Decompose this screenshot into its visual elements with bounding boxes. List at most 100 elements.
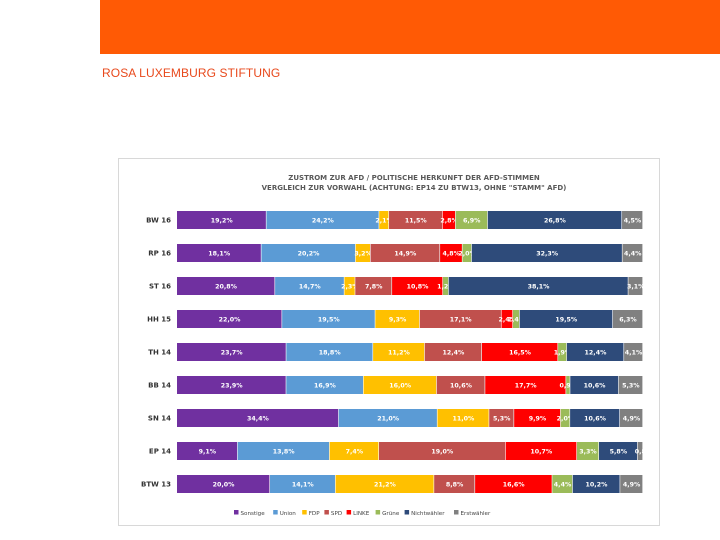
chart-frame: ZUSTROM ZUR AFD / POLITISCHE HERKUNFT DE…: [118, 158, 660, 526]
bar-segment[interactable]: [599, 442, 638, 460]
bar-segment[interactable]: [177, 244, 261, 262]
legend-item[interactable]: SPD: [324, 510, 342, 517]
bar-segment[interactable]: [335, 475, 434, 493]
bar-segment[interactable]: [370, 244, 440, 262]
bar-segment[interactable]: [481, 343, 558, 361]
bar-segment[interactable]: [612, 310, 643, 328]
data-label: 20,8%: [215, 283, 238, 290]
bar-segment[interactable]: [514, 409, 561, 427]
bar-row: HH 15 22,0% 19,5% 9,3% 17,1% 2,4%1,4% 19,5% 6,3…: [147, 310, 643, 328]
data-label: 2,3%: [341, 283, 359, 290]
bar-segment[interactable]: [577, 442, 599, 460]
bar-segment[interactable]: [622, 211, 643, 229]
legend-item[interactable]: Sonstige: [234, 510, 265, 517]
bar-segment[interactable]: [624, 343, 643, 361]
bar-segment[interactable]: [513, 310, 520, 328]
data-label: 1,9%: [554, 349, 572, 356]
bar-segment[interactable]: [329, 442, 379, 460]
bar-segment[interactable]: [282, 310, 375, 328]
data-label: 6,3%: [619, 316, 637, 323]
bar-segment[interactable]: [437, 409, 489, 427]
bar-segment[interactable]: [266, 211, 379, 229]
legend-item[interactable]: LINKE: [346, 510, 370, 517]
bar-segment[interactable]: [389, 211, 443, 229]
row-label: ST 16: [149, 283, 171, 291]
data-label: 9,9%: [529, 415, 547, 422]
bar-segment[interactable]: [373, 343, 425, 361]
data-label: 4,9%: [623, 415, 641, 422]
bar-segment[interactable]: [286, 376, 363, 394]
bar-segment[interactable]: [501, 310, 513, 328]
brand-name[interactable]: ROSA LUXEMBURG STIFTUNG: [102, 66, 281, 80]
bar-segment[interactable]: [462, 244, 472, 262]
bar-segment[interactable]: [440, 244, 462, 262]
bar-segment[interactable]: [237, 442, 330, 460]
bar-segment[interactable]: [566, 376, 570, 394]
bar-segment[interactable]: [419, 310, 501, 328]
bars-group: BW 16 19,2% 24,2% 2,1% 11,5% 2,8% 6,9% 26,8% 4,5…: [141, 211, 646, 493]
bar-segment[interactable]: [487, 211, 622, 229]
data-label: 8,8%: [446, 481, 464, 488]
legend-item[interactable]: FDP: [302, 510, 320, 517]
bar-segment[interactable]: [177, 343, 286, 361]
bar-segment[interactable]: [177, 376, 286, 394]
legend-item[interactable]: Union: [273, 510, 296, 517]
bar-segment[interactable]: [177, 475, 270, 493]
bar-segment[interactable]: [379, 211, 389, 229]
legend-swatch: [273, 510, 278, 515]
bar-segment[interactable]: [355, 277, 392, 295]
bar-segment[interactable]: [344, 277, 355, 295]
bar-segment[interactable]: [270, 475, 335, 493]
bar-segment[interactable]: [455, 211, 488, 229]
data-label: 2,1%: [375, 217, 393, 224]
legend-swatch: [324, 510, 329, 515]
legend-swatch: [346, 510, 352, 515]
data-label: 2,0%: [458, 250, 476, 257]
bar-segment[interactable]: [286, 343, 373, 361]
bar-segment[interactable]: [261, 244, 356, 262]
bar-segment[interactable]: [363, 376, 437, 394]
bar-segment[interactable]: [570, 409, 620, 427]
bar-segment[interactable]: [442, 211, 456, 229]
bar-segment[interactable]: [471, 244, 622, 262]
bar-segment[interactable]: [424, 343, 482, 361]
bar-segment[interactable]: [618, 376, 643, 394]
bar-segment[interactable]: [552, 475, 573, 493]
bar-segment[interactable]: [558, 343, 567, 361]
bar-segment[interactable]: [177, 409, 339, 427]
bar-segment[interactable]: [572, 475, 620, 493]
bar-segment[interactable]: [355, 244, 370, 262]
bar-segment[interactable]: [489, 409, 514, 427]
bar-segment[interactable]: [392, 277, 443, 295]
bar-segment[interactable]: [637, 442, 643, 460]
bar-segment[interactable]: [475, 475, 552, 493]
bar-segment[interactable]: [566, 343, 624, 361]
bar-segment[interactable]: [177, 310, 282, 328]
bar-segment[interactable]: [177, 211, 266, 229]
bar-segment[interactable]: [448, 277, 628, 295]
bar-segment[interactable]: [177, 442, 238, 460]
bar-segment[interactable]: [485, 376, 566, 394]
bar-segment[interactable]: [628, 277, 643, 295]
data-label: 16,9%: [314, 382, 337, 389]
data-label: 16,6%: [503, 481, 526, 488]
bar-segment[interactable]: [443, 277, 449, 295]
bar-segment[interactable]: [379, 442, 506, 460]
bar-segment[interactable]: [560, 409, 570, 427]
bar-segment[interactable]: [620, 475, 643, 493]
bar-segment[interactable]: [519, 310, 613, 328]
bar-segment[interactable]: [570, 376, 619, 394]
bar-segment[interactable]: [619, 409, 643, 427]
bar-segment[interactable]: [375, 310, 420, 328]
bar-segment[interactable]: [275, 277, 344, 295]
bar-segment[interactable]: [434, 475, 475, 493]
legend-item[interactable]: Grüne: [375, 510, 400, 517]
bar-segment[interactable]: [436, 376, 485, 394]
bar-segment[interactable]: [505, 442, 577, 460]
legend-item[interactable]: Erstwähler: [454, 510, 491, 517]
bar-segment[interactable]: [177, 277, 275, 295]
bar-segment[interactable]: [338, 409, 437, 427]
legend-item[interactable]: Nichtwähler: [404, 510, 446, 517]
row-label: RP 16: [148, 250, 171, 258]
bar-segment[interactable]: [622, 244, 643, 262]
